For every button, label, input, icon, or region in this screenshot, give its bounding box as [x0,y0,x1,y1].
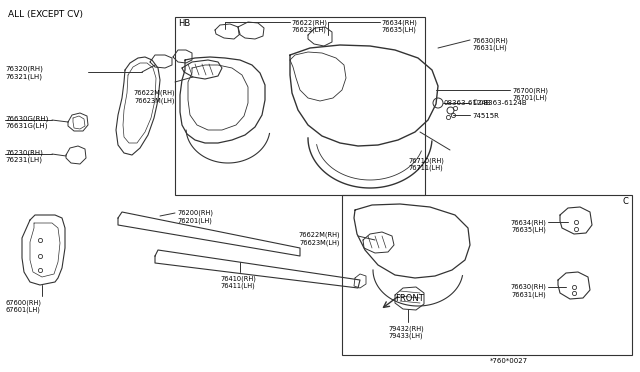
Text: 76700(RH)
76701(LH): 76700(RH) 76701(LH) [512,87,548,101]
Text: 76622(RH)
76623(LH): 76622(RH) 76623(LH) [291,19,327,33]
Text: 74515R: 74515R [472,113,499,119]
Text: 67600(RH)
67601(LH): 67600(RH) 67601(LH) [5,299,41,313]
Text: 76200(RH)
76201(LH): 76200(RH) 76201(LH) [177,210,213,224]
Text: ALL (EXCEPT CV): ALL (EXCEPT CV) [8,10,83,19]
Text: 76630G(RH)
76631G(LH): 76630G(RH) 76631G(LH) [5,115,49,129]
Bar [175,17,425,195]
Text: 76410(RH)
76411(LH): 76410(RH) 76411(LH) [220,275,256,289]
Text: 79432(RH)
79433(LH): 79432(RH) 79433(LH) [388,325,424,339]
Text: HB: HB [178,19,190,28]
Text: 76230(RH)
76231(LH): 76230(RH) 76231(LH) [5,149,43,163]
Text: *760*0027: *760*0027 [490,358,528,364]
Text: 76634(RH)
76635(LH): 76634(RH) 76635(LH) [510,219,546,233]
Text: 76630(RH)
76631(LH): 76630(RH) 76631(LH) [472,37,508,51]
Text: 08363-6124B: 08363-6124B [443,100,490,106]
Text: C: C [622,197,628,206]
Text: 76710(RH)
76711(LH): 76710(RH) 76711(LH) [408,157,444,171]
Text: 76320(RH)
76321(LH): 76320(RH) 76321(LH) [5,66,43,80]
Text: 76630(RH)
76631(LH): 76630(RH) 76631(LH) [510,284,546,298]
Text: ©08363-6124B: ©08363-6124B [472,100,527,106]
Text: 76634(RH)
76635(LH): 76634(RH) 76635(LH) [381,19,417,33]
Bar [342,195,632,355]
Text: 76622M(RH)
76623M(LH): 76622M(RH) 76623M(LH) [133,90,175,104]
Text: FRONT: FRONT [395,294,424,303]
Text: 76622M(RH)
76623M(LH): 76622M(RH) 76623M(LH) [298,232,340,246]
